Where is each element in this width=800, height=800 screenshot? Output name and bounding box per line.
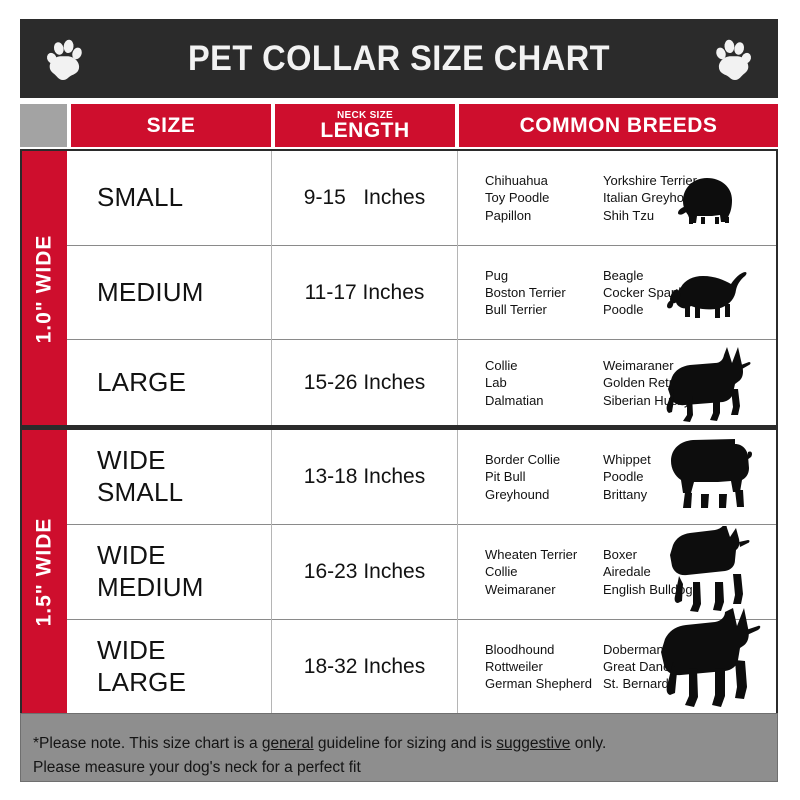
column-separator xyxy=(457,430,458,713)
footer-note: *Please note. This size chart is a gener… xyxy=(20,713,778,782)
cell-breeds: Border Collie Pit Bull Greyhound Whippet… xyxy=(458,430,776,524)
section-one-point-five-inch-rows: WIDE SMALL 13-18 Inches Border Collie Pi… xyxy=(67,430,776,713)
breed-list-column-1: Border Collie Pit Bull Greyhound xyxy=(485,452,561,502)
table-row: LARGE 15-26 Inches Collie Lab Dalmatian … xyxy=(67,340,776,426)
section-one-inch-rows: SMALL 9-15 Inches Chihuahua Toy Poodle P… xyxy=(67,151,776,426)
cell-length: 16-23 Inches xyxy=(303,560,426,583)
paw-print-icon xyxy=(46,39,82,80)
breed-list-column-1: Wheaten Terrier Collie Weimaraner xyxy=(485,547,578,597)
cell-size-text: WIDE LARGE xyxy=(97,634,187,697)
paw-print-icon xyxy=(716,39,752,80)
breed-list-column-2: Doberman Great Dane St. Bernard xyxy=(603,641,671,692)
breed-list-column-1: Collie Lab Dalmatian xyxy=(485,358,544,408)
row-separator xyxy=(67,524,776,525)
breed-list-column-1: Chihuahua Toy Poodle Papillon xyxy=(485,173,550,223)
cell-breeds: Wheaten Terrier Collie Weimaraner Boxer … xyxy=(458,525,776,619)
column-header-length: NECK SIZE LENGTH xyxy=(275,104,455,147)
column-header-size-label: SIZE xyxy=(146,114,196,137)
footer-note-line-1: *Please note. This size chart is a gener… xyxy=(33,732,733,756)
doberman-silhouette-overflow-icon xyxy=(617,714,729,717)
cell-size: LARGE xyxy=(67,340,271,426)
table-body: 1.0" WIDE SMALL 9-15 Inches Chihuahua To… xyxy=(20,149,778,715)
footer-line1-underline-2: suggestive xyxy=(496,735,571,752)
section-width-label-1-text: 1.0" WIDE xyxy=(32,234,56,343)
section-width-label-1: 1.0" WIDE xyxy=(22,151,67,426)
footer-line1-underline-1: general xyxy=(261,735,314,752)
table-row: WIDE MEDIUM 16-23 Inches Wheaten Terrier… xyxy=(67,525,776,619)
breed-list-column-2: Weimaraner Golden Retriever Siberian Hus… xyxy=(603,358,702,408)
cell-length: 18-32 Inches xyxy=(303,654,426,678)
cell-size-text: MEDIUM xyxy=(97,276,204,307)
cell-size-text: WIDE SMALL xyxy=(97,445,184,507)
column-header-length-sublabel: NECK SIZE xyxy=(336,109,394,121)
cell-length: 13-18 Inches xyxy=(303,465,426,488)
breed-list-column-2: Beagle Cocker Spaniel Poodle xyxy=(603,267,692,318)
cell-length: 15-26 Inches xyxy=(303,371,426,394)
cell-size: WIDE SMALL xyxy=(67,430,271,524)
footer-line1-mid: guideline for sizing and is xyxy=(313,735,497,752)
column-separator xyxy=(457,151,458,426)
footer-line1-post: only. xyxy=(570,735,607,752)
column-separator xyxy=(271,430,272,713)
breed-list-column-2: Boxer Airedale English Bulldog xyxy=(603,547,693,597)
breed-list-column-2: Whippet Poodle Brittany xyxy=(603,452,651,502)
table-row: MEDIUM 11-17 Inches Pug Boston Terrier B… xyxy=(67,246,776,339)
cell-breeds: Bloodhound Rottweiler German Shepherd Do… xyxy=(458,620,776,713)
column-header-size: SIZE xyxy=(71,104,271,147)
cell-length: 11-17 Inches xyxy=(304,280,425,304)
section-one-inch: 1.0" WIDE SMALL 9-15 Inches Chihuahua To… xyxy=(22,151,776,426)
cell-breeds: Pug Boston Terrier Bull Terrier Beagle C… xyxy=(458,246,776,339)
section-width-label-2-text: 1.5" WIDE xyxy=(32,517,56,626)
section-one-point-five-inch: 1.5" WIDE WIDE SMALL 13-18 Inches Border… xyxy=(22,430,776,713)
cell-size-text: LARGE xyxy=(97,367,187,398)
breed-list-column-1: Pug Boston Terrier Bull Terrier xyxy=(485,267,566,318)
cell-breeds: Collie Lab Dalmatian Weimaraner Golden R… xyxy=(458,340,776,426)
cell-size: WIDE LARGE xyxy=(67,620,271,713)
cell-size-text: SMALL xyxy=(97,182,184,213)
cell-size: SMALL xyxy=(67,151,271,245)
column-header-length-label: LENGTH xyxy=(320,118,410,142)
table-header-row: SIZE NECK SIZE LENGTH COMMON BREEDS xyxy=(20,104,778,147)
footer-line1-pre: *Please note. This size chart is a xyxy=(33,735,262,752)
row-separator xyxy=(67,619,776,620)
breed-list-column-1: Bloodhound Rottweiler German Shepherd xyxy=(485,641,592,692)
table-row: WIDE LARGE 18-32 Inches Bloodhound Rottw… xyxy=(67,620,776,713)
section-divider xyxy=(22,425,776,430)
cell-size: MEDIUM xyxy=(67,246,271,339)
footer-note-text: *Please note. This size chart is a gener… xyxy=(33,732,733,780)
header-corner-cell xyxy=(20,104,67,147)
breed-list-column-2: Yorkshire Terrier Italian Greyhound Shih… xyxy=(603,173,706,223)
page-title: PET COLLAR SIZE CHART xyxy=(187,38,611,78)
title-bar: PET COLLAR SIZE CHART xyxy=(20,19,778,98)
cell-length: 9-15 Inches xyxy=(303,186,426,209)
column-header-breeds: COMMON BREEDS xyxy=(459,104,778,147)
table-row: SMALL 9-15 Inches Chihuahua Toy Poodle P… xyxy=(67,151,776,245)
cell-breeds: Chihuahua Toy Poodle Papillon Yorkshire … xyxy=(458,151,776,245)
cell-size-text: WIDE MEDIUM xyxy=(97,540,204,602)
column-header-breeds-label: COMMON BREEDS xyxy=(519,114,718,137)
row-separator xyxy=(67,245,776,246)
column-separator xyxy=(271,151,272,426)
row-separator xyxy=(67,339,776,340)
footer-note-line-2: Please measure your dog's neck for a per… xyxy=(33,759,361,777)
cell-size: WIDE MEDIUM xyxy=(67,525,271,619)
table-row: WIDE SMALL 13-18 Inches Border Collie Pi… xyxy=(67,430,776,524)
section-width-label-2: 1.5" WIDE xyxy=(22,430,67,713)
